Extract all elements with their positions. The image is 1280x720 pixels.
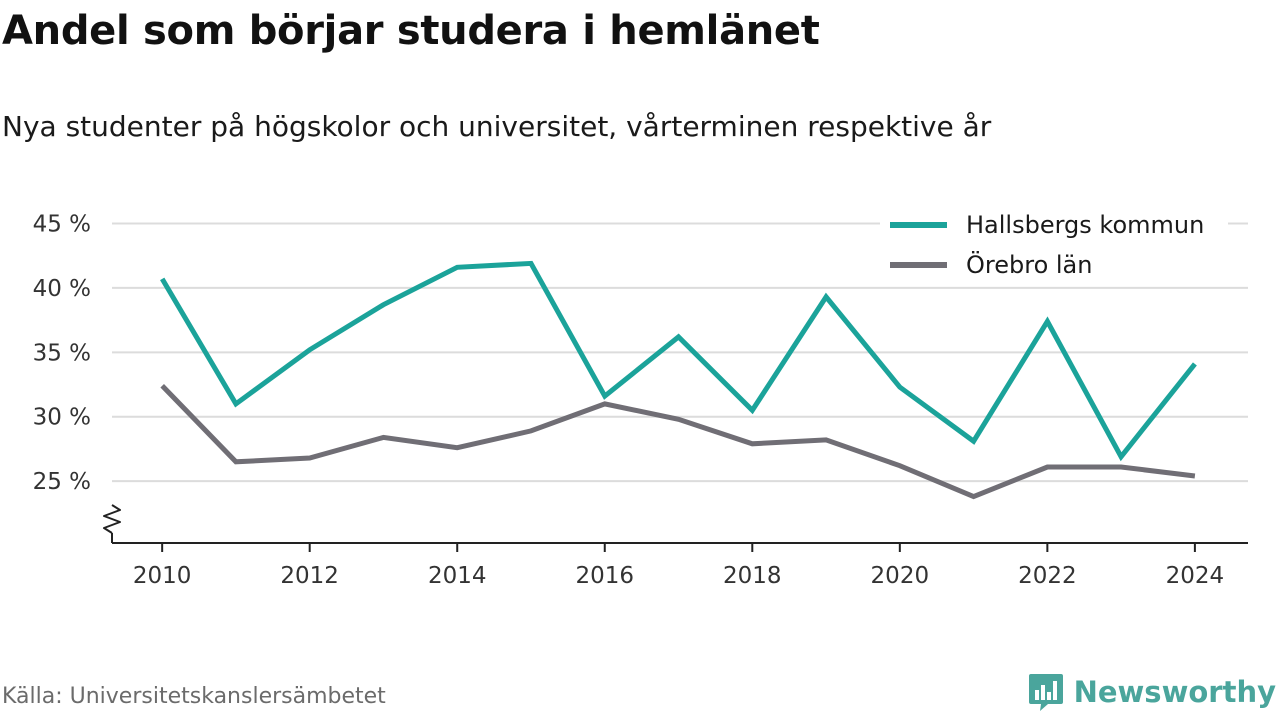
y-axis-break-icon — [103, 504, 121, 534]
x-tick-label: 2024 — [1166, 563, 1225, 589]
x-tick-label: 2010 — [133, 563, 192, 589]
legend-box — [880, 200, 1228, 286]
y-tick-label: 35 % — [33, 340, 91, 366]
y-tick-label: 30 % — [33, 405, 91, 431]
series-line-hallsbergs-kommun — [160, 260, 1197, 462]
x-tick-label: 2014 — [428, 563, 487, 589]
x-tick-label: 2018 — [723, 563, 782, 589]
bar-chart-speech-bubble-icon — [1028, 674, 1063, 711]
x-tick-label: 2016 — [575, 563, 634, 589]
y-tick-label: 40 % — [33, 276, 91, 302]
x-tick-label: 2020 — [871, 563, 930, 589]
y-tick-label: 25 % — [33, 469, 91, 495]
source-note: Källa: Universitetskanslersämbetet — [2, 684, 386, 709]
brand-name: Newsworthy — [1073, 675, 1276, 709]
x-tick-label: 2012 — [280, 563, 339, 589]
chart-subtitle: Nya studenter på högskolor och universit… — [2, 110, 992, 143]
series-line-orebro-lan — [160, 384, 1196, 500]
x-tick-label: 2022 — [1018, 563, 1077, 589]
brand-logo: Newsworthy — [1028, 672, 1276, 712]
y-tick-label: 45 % — [33, 212, 91, 238]
chart-title: Andel som börjar studera i hemlänet — [2, 8, 820, 54]
legend-label: Örebro län — [966, 250, 1092, 279]
legend-label: Hallsbergs kommun — [966, 211, 1204, 239]
